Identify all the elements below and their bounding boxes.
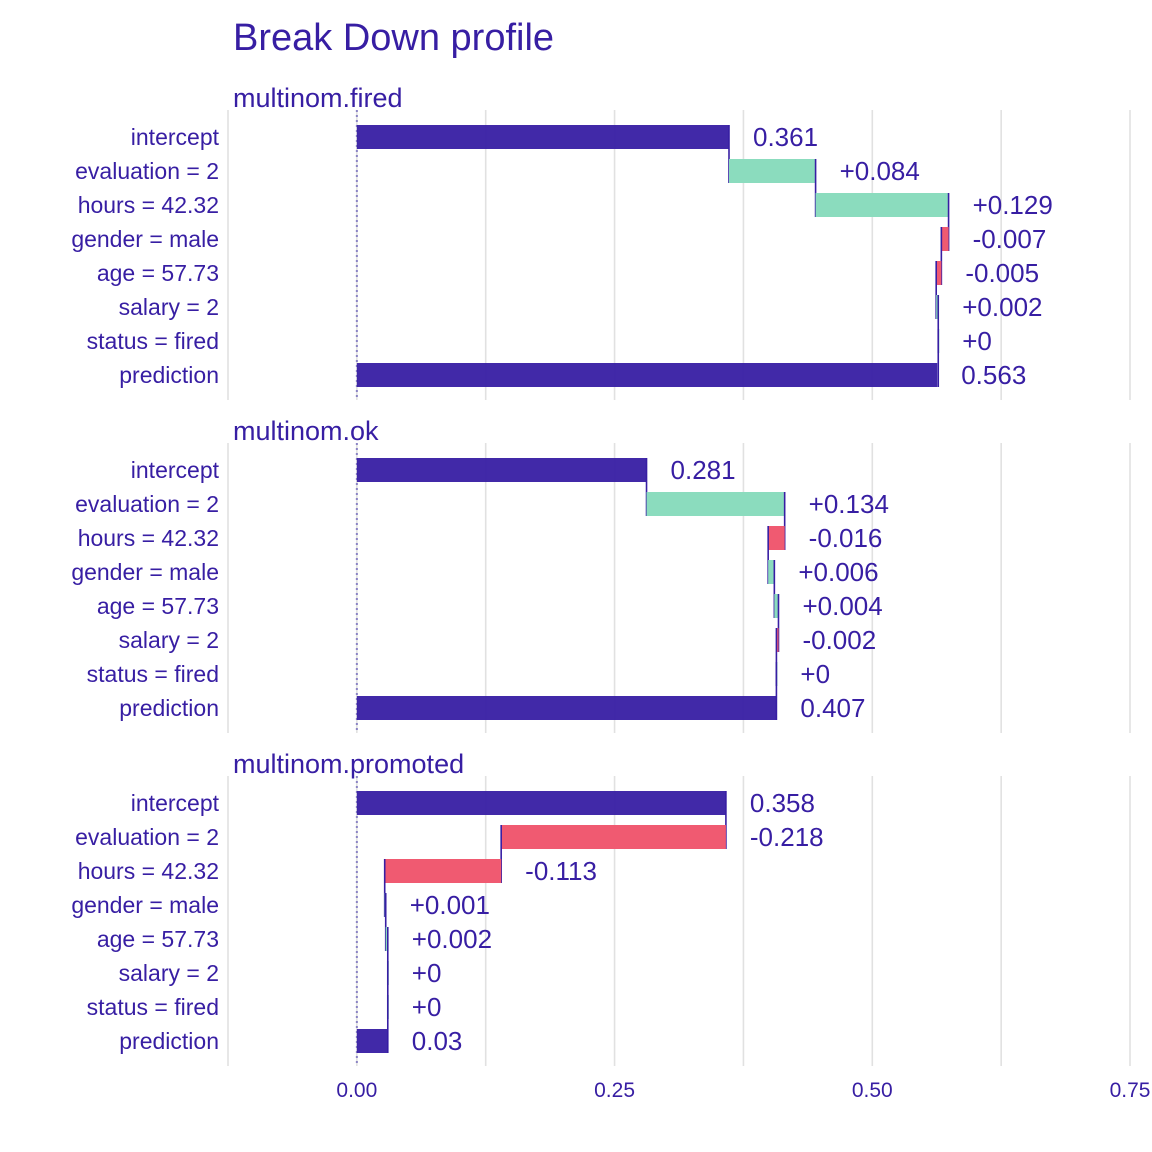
variable-label: status = fired	[87, 328, 219, 354]
value-label: +0.006	[798, 557, 878, 587]
value-label: +0	[800, 659, 830, 689]
variable-label: hours = 42.32	[78, 192, 219, 218]
x-axis: 0.00 0.25 0.50 0.75	[336, 1079, 1150, 1102]
value-label: +0	[412, 958, 442, 988]
panel-title: multinom.ok	[233, 416, 379, 446]
waterfall-bar	[941, 227, 949, 251]
x-tick-label: 0.75	[1110, 1079, 1151, 1102]
variable-label: age = 57.73	[97, 260, 219, 286]
variable-label: prediction	[119, 362, 219, 388]
waterfall-bar	[384, 859, 502, 883]
value-label: +0.001	[410, 890, 490, 920]
waterfall-bar	[768, 526, 785, 550]
variable-label: gender = male	[71, 559, 219, 585]
variable-label: salary = 2	[119, 627, 219, 653]
waterfall-bar	[728, 159, 816, 183]
variable-label: age = 57.73	[97, 926, 219, 952]
value-label: +0.004	[802, 591, 882, 621]
variable-label: intercept	[131, 457, 220, 483]
chart-title: Break Down profile	[233, 17, 554, 59]
value-label: -0.007	[973, 224, 1047, 254]
variable-label: evaluation = 2	[75, 158, 219, 184]
variable-label: age = 57.73	[97, 593, 219, 619]
x-tick-label: 0.00	[336, 1079, 377, 1102]
waterfall-bar	[356, 791, 726, 815]
variable-label: status = fired	[87, 661, 219, 687]
x-tick-label: 0.50	[852, 1079, 893, 1102]
value-label: 0.03	[412, 1026, 463, 1056]
waterfall-bar	[776, 628, 779, 652]
variable-label: hours = 42.32	[78, 858, 219, 884]
waterfall-bar	[768, 560, 775, 584]
waterfall-bar	[385, 927, 388, 951]
value-label: -0.016	[809, 523, 883, 553]
value-label: -0.005	[965, 258, 1039, 288]
variable-label: prediction	[119, 1028, 219, 1054]
variable-label: status = fired	[87, 994, 219, 1020]
panel: multinom.promoted intercept 0.358 evaluatio…	[71, 749, 1131, 1066]
waterfall-bar	[774, 594, 779, 618]
variable-label: intercept	[131, 790, 220, 816]
panel-title: multinom.fired	[233, 83, 403, 113]
panel-title: multinom.promoted	[233, 749, 464, 779]
panel: multinom.fired intercept 0.361 evaluation =…	[71, 83, 1131, 400]
chart-panels: multinom.fired intercept 0.361 evaluation =…	[71, 83, 1131, 1066]
waterfall-bar	[356, 363, 938, 387]
value-label: +0.134	[809, 489, 889, 519]
variable-label: evaluation = 2	[75, 491, 219, 517]
waterfall-bar	[501, 825, 726, 849]
variable-label: gender = male	[71, 226, 219, 252]
value-label: +0.084	[840, 156, 920, 186]
value-label: -0.218	[750, 822, 824, 852]
value-label: +0	[412, 992, 442, 1022]
waterfall-bar	[936, 295, 939, 319]
x-tick-label: 0.25	[594, 1079, 635, 1102]
value-label: +0	[962, 326, 992, 356]
waterfall-bar	[936, 261, 942, 285]
value-label: +0.129	[973, 190, 1053, 220]
waterfall-bar	[356, 696, 777, 720]
value-label: 0.281	[671, 455, 736, 485]
waterfall-bar	[356, 458, 647, 482]
waterfall-bar	[815, 193, 949, 217]
value-label: 0.361	[753, 122, 818, 152]
value-label: +0.002	[412, 924, 492, 954]
variable-label: prediction	[119, 695, 219, 721]
waterfall-bar	[356, 1029, 388, 1053]
value-label: +0.002	[962, 292, 1042, 322]
value-label: 0.407	[800, 693, 865, 723]
value-label: 0.563	[961, 360, 1026, 390]
panel: multinom.ok intercept 0.281 evaluation = 2 +…	[71, 416, 1131, 733]
value-label: -0.002	[802, 625, 876, 655]
waterfall-bar	[646, 492, 785, 516]
variable-label: evaluation = 2	[75, 824, 219, 850]
value-label: -0.113	[525, 856, 597, 886]
variable-label: intercept	[131, 124, 220, 150]
variable-label: salary = 2	[119, 960, 219, 986]
variable-label: salary = 2	[119, 294, 219, 320]
waterfall-bar	[356, 125, 729, 149]
variable-label: hours = 42.32	[78, 525, 219, 551]
value-label: 0.358	[750, 788, 815, 818]
variable-label: gender = male	[71, 892, 219, 918]
